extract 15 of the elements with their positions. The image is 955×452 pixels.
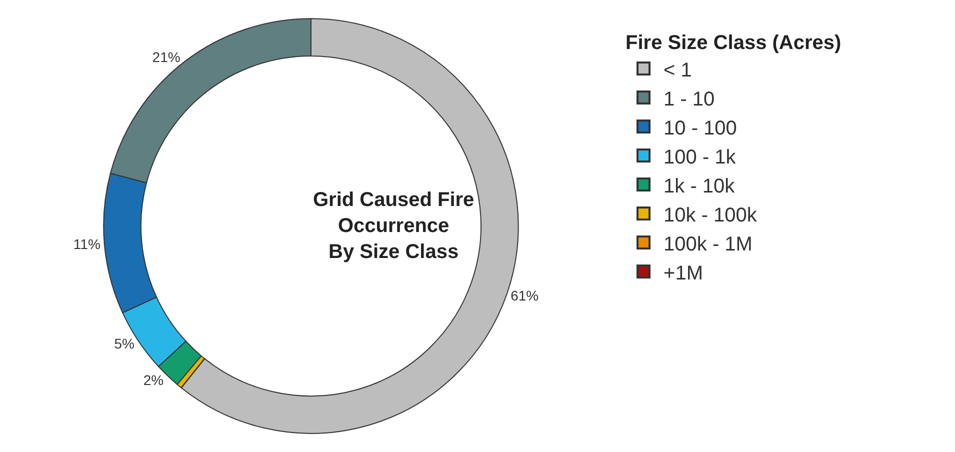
legend-label: 1k - 10k (664, 175, 736, 198)
data-label: 11% (73, 236, 100, 252)
legend-label: 100k - 1M (664, 233, 752, 256)
legend-label: < 1 (664, 59, 692, 82)
data-label: 21% (152, 48, 180, 65)
legend-label: 1 - 10 (664, 88, 715, 110)
data-label: 61% (510, 288, 539, 304)
text: Grid Caused Fire Occurrence By Size Class (313, 189, 474, 263)
data-label: 5% (114, 336, 134, 352)
legend-label: +1M (664, 262, 703, 284)
legend-label: 100 - 1k (664, 146, 737, 168)
legend-title: Fire Size Class (Acres) (626, 32, 842, 54)
legend-label: 10k - 100k (664, 204, 758, 226)
data-label: 2% (143, 372, 164, 388)
legend-label: 10 - 100 (664, 117, 737, 140)
